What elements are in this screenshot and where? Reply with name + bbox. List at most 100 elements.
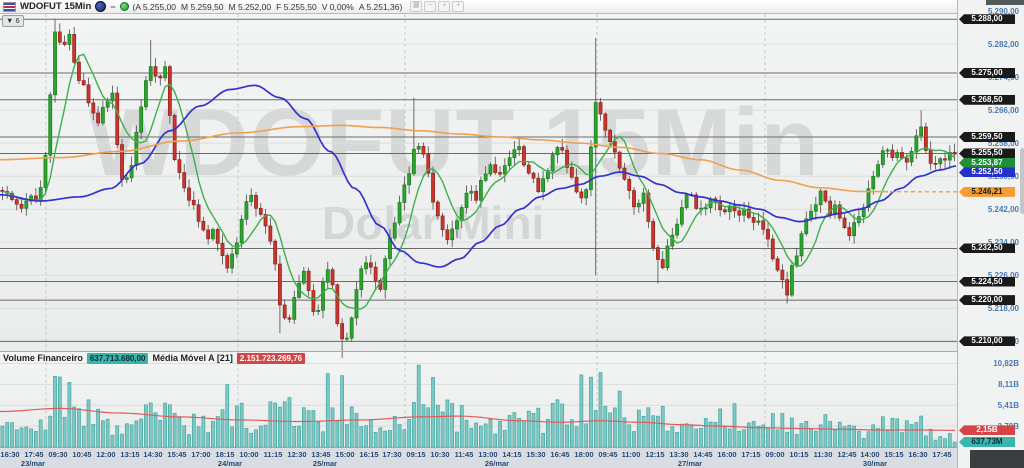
time-tick-label: 10:15 xyxy=(789,450,809,459)
chart-settings-icon[interactable] xyxy=(95,1,107,12)
price-level-badge[interactable]: 5.268,50 xyxy=(959,94,1015,105)
time-tick-label: 18:15 xyxy=(215,450,235,459)
volume-tick-label: 8,11B xyxy=(998,379,1019,389)
time-tick-label: 11:00 xyxy=(621,450,641,459)
separator-dash: − xyxy=(110,1,116,12)
price-chart-canvas[interactable] xyxy=(0,0,957,468)
price-level-badge[interactable]: 5.288,00 xyxy=(959,14,1015,25)
date-label: 27/mar xyxy=(677,459,703,468)
time-tick-label: 16:30 xyxy=(0,450,20,459)
quote-part: M 5.252,00 xyxy=(228,1,272,12)
time-tick-label: 15:30 xyxy=(526,450,546,459)
session-separator-layer xyxy=(45,14,766,447)
header-quick-buttons: ▦ − + + xyxy=(410,1,465,12)
price-axis[interactable]: 5.290,005.282,005.274,005.266,005.258,00… xyxy=(957,0,1024,468)
grid-button[interactable]: ▦ xyxy=(410,1,423,12)
time-tick-label: 14:30 xyxy=(143,450,163,459)
volume-bars-layer xyxy=(0,364,957,448)
volume-tick-label: 5,41B xyxy=(997,400,1019,410)
time-tick-label: 09:45 xyxy=(598,450,618,459)
time-tick-label: 12:00 xyxy=(96,450,116,459)
time-tick-label: 15:00 xyxy=(335,450,355,459)
pane-divider[interactable] xyxy=(0,351,957,352)
time-tick-label: 12:45 xyxy=(837,450,857,459)
time-tick-label: 11:15 xyxy=(263,450,283,459)
price-level-lines[interactable] xyxy=(0,18,957,342)
time-tick-label: 17:30 xyxy=(382,450,402,459)
time-tick-label: 11:45 xyxy=(454,450,474,459)
time-tick-label: 09:00 xyxy=(765,450,785,459)
time-axis[interactable]: 16:30 17:45 09:30 10:45 12:00 13:15 14:30 15:45… xyxy=(0,447,957,468)
chart-header: WDOFUT 15Min − (A 5.255,00 M 5.259,50 M 5.… xyxy=(0,0,957,14)
price-tick-label: 5.226,00 xyxy=(987,270,1019,280)
price-level-badge[interactable]: 5.275,00 xyxy=(959,67,1015,78)
price-level-badge[interactable]: 5.224,50 xyxy=(959,276,1015,287)
price-tick-label: 5.234,00 xyxy=(987,237,1019,247)
time-tick-label: 17:45 xyxy=(24,450,44,459)
quote-part: (A 5.255,00 xyxy=(132,1,176,12)
price-level-badge[interactable]: 5.232,50 xyxy=(959,243,1015,254)
price-tick-label: 5.218,00 xyxy=(987,303,1019,313)
zoom-out-button[interactable]: − xyxy=(424,1,437,12)
zoom-in-button[interactable]: + xyxy=(438,1,451,12)
volume-value-badge: 637.713.680,00 xyxy=(86,352,149,364)
time-tick-label: 14:00 xyxy=(860,450,880,459)
time-tick-label: 15:45 xyxy=(167,450,187,459)
symbol-timeframe-title: WDOFUT 15Min xyxy=(20,1,92,12)
time-tick-label: 12:30 xyxy=(287,450,307,459)
axis-scrollbar-thumb[interactable] xyxy=(1020,148,1024,214)
time-tick-label: 12:15 xyxy=(645,450,665,459)
volume-last-badge: 637,73M xyxy=(959,437,1015,448)
date-label: 26/mar xyxy=(484,459,510,468)
time-tick-label: 14:15 xyxy=(502,450,522,459)
date-label: 25/mar xyxy=(312,459,338,468)
date-label: 30/mar xyxy=(862,459,888,468)
add-indicator-button[interactable]: + xyxy=(452,1,465,12)
time-tick-label: 15:15 xyxy=(884,450,904,459)
price-tick-label: 5.290,00 xyxy=(987,6,1019,16)
quote-part: M 5.259,50 xyxy=(181,1,224,12)
price-tick-label: 5.242,00 xyxy=(987,204,1019,214)
time-tick-label: 17:45 xyxy=(932,450,952,459)
time-tick-label: 10:00 xyxy=(239,450,259,459)
quote-part: V 0,00% xyxy=(321,1,354,12)
time-tick-label: 09:15 xyxy=(406,450,426,459)
price-level-badge[interactable]: 5.259,50 xyxy=(959,131,1015,142)
quote-summary: (A 5.255,00 M 5.259,50 M 5.252,00 F 5.255,5… xyxy=(133,2,403,12)
volume-indicator-header: Volume Financeiro 637.713.680,00 Média M… xyxy=(3,352,306,364)
time-tick-label: 11:30 xyxy=(813,450,833,459)
time-tick-label: 16:15 xyxy=(359,450,379,459)
time-tick-label: 16:45 xyxy=(550,450,570,459)
instrument-icon xyxy=(3,1,16,12)
pane-collapse-button[interactable]: ▼ 6 xyxy=(2,15,24,27)
price-tick-label: 5.258,00 xyxy=(987,138,1019,148)
time-tick-label: 09:30 xyxy=(48,450,68,459)
price-level-badge[interactable]: 5.220,00 xyxy=(959,295,1015,306)
moving-averages-layer xyxy=(0,53,957,310)
volume-ma-title: Média Móvel A [21] xyxy=(152,353,233,363)
time-tick-label: 10:30 xyxy=(430,450,450,459)
time-tick-label: 13:00 xyxy=(478,450,498,459)
price-level-badge[interactable]: 5.210,00 xyxy=(959,336,1015,347)
time-tick-label: 17:15 xyxy=(741,450,761,459)
time-tick-label: 13:45 xyxy=(311,450,331,459)
volume-indicator-title: Volume Financeiro xyxy=(3,353,83,363)
ma-value-badge: 5.252,50 xyxy=(959,167,1015,178)
ma-value-badge: 5.246,21 xyxy=(959,186,1015,197)
bottom-right-corner-panel xyxy=(970,450,1024,468)
time-tick-label: 16:30 xyxy=(908,450,928,459)
top-right-toolbar-fragment xyxy=(986,0,1024,5)
price-tick-label: 5.266,00 xyxy=(987,105,1019,115)
volume-ma-badge: 2,15B xyxy=(959,425,1015,436)
time-tick-label: 13:30 xyxy=(669,450,689,459)
price-level-badge[interactable]: 5.255,50 xyxy=(959,148,1015,159)
quote-part: F 5.255,50 xyxy=(276,1,317,12)
price-tick-label: 5.282,00 xyxy=(987,39,1019,49)
date-label: 23/mar xyxy=(20,459,46,468)
ma-value-badge: 5.253,87 xyxy=(959,157,1015,168)
symbol-watermark: WDOFUT 15Min xyxy=(88,89,820,196)
time-tick-label: 18:00 xyxy=(574,450,594,459)
date-label: 24/mar xyxy=(217,459,243,468)
time-tick-label: 17:00 xyxy=(191,450,211,459)
